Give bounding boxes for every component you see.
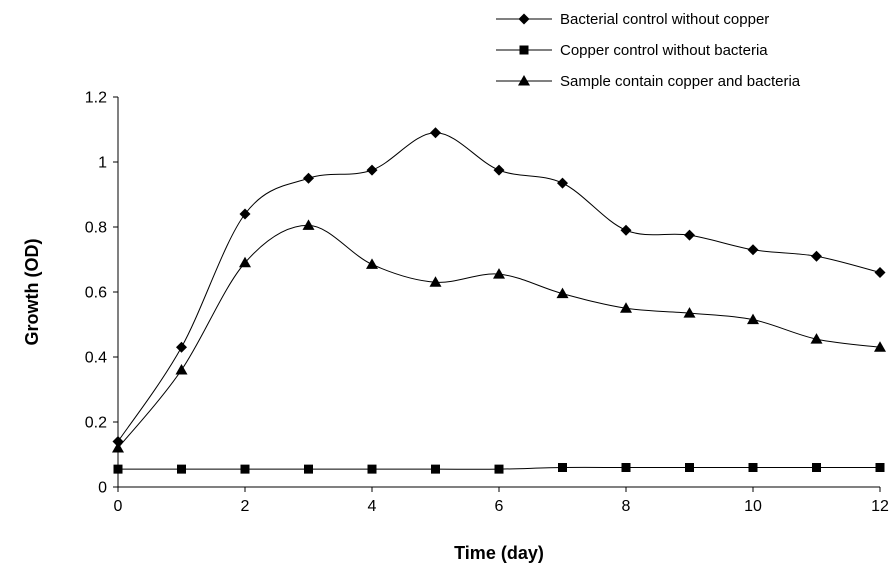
data-point-square <box>685 463 694 472</box>
data-point-square <box>812 463 821 472</box>
y-axis-ticks: 0 0.2 0.4 0.6 0.8 1 1.2 <box>85 90 118 497</box>
data-point-triangle <box>429 276 442 287</box>
y-axis-title: Growth (OD) <box>22 239 42 346</box>
legend-label: Copper control without bacteria <box>560 42 768 59</box>
data-point-diamond <box>303 172 314 184</box>
data-point-triangle <box>683 307 696 318</box>
legend-label: Sample contain copper and bacteria <box>560 73 801 90</box>
y-tick-label: 0 <box>98 480 107 497</box>
x-tick-label: 12 <box>871 498 889 515</box>
series-triangle <box>112 219 886 453</box>
legend-label: Bacterial control without copper <box>560 11 769 28</box>
data-point-triangle <box>493 268 505 279</box>
data-point-square <box>558 463 567 472</box>
x-tick-label: 0 <box>114 498 123 515</box>
x-axis-ticks: 0 2 4 6 8 10 12 <box>114 487 889 515</box>
data-point-triangle <box>302 219 315 230</box>
data-point-diamond <box>684 229 695 241</box>
data-point-square <box>431 464 440 474</box>
x-tick-label: 10 <box>744 498 762 515</box>
series-line <box>117 132 881 442</box>
y-tick-label: 1 <box>98 155 107 172</box>
series-layer <box>112 127 886 474</box>
data-point-diamond <box>620 224 632 236</box>
data-point-square <box>240 464 250 474</box>
data-point-square <box>304 464 313 474</box>
y-tick-label: 0.2 <box>85 415 107 432</box>
data-point-square <box>748 463 758 472</box>
legend-item: Bacterial control without copper <box>496 11 769 28</box>
legend-marker-square <box>519 45 529 55</box>
data-point-diamond <box>557 177 568 189</box>
legend: Bacterial control without copper Copper c… <box>496 11 801 90</box>
legend-marker-triangle <box>518 75 530 86</box>
x-tick-label: 6 <box>495 498 504 515</box>
y-tick-label: 0.8 <box>85 220 107 237</box>
data-point-diamond <box>874 267 886 278</box>
legend-marker-diamond <box>518 13 530 25</box>
data-point-square <box>494 464 504 474</box>
series-diamond <box>112 127 886 447</box>
data-point-square <box>367 464 377 474</box>
data-point-triangle <box>747 313 759 325</box>
legend-item: Sample contain copper and bacteria <box>496 73 801 90</box>
data-point-triangle <box>366 258 378 269</box>
data-point-triangle <box>874 341 886 352</box>
data-point-diamond <box>811 250 822 262</box>
data-point-triangle <box>175 364 188 375</box>
series-square <box>113 463 885 474</box>
data-point-triangle <box>556 287 569 299</box>
data-point-square <box>113 464 123 474</box>
y-tick-label: 0.4 <box>85 350 107 367</box>
data-point-square <box>875 463 885 472</box>
y-tick-label: 1.2 <box>85 90 107 107</box>
series-line <box>117 224 881 449</box>
x-axis-title: Time (day) <box>454 543 544 563</box>
data-point-diamond <box>430 127 441 139</box>
data-point-triangle <box>620 302 632 313</box>
y-tick-label: 0.6 <box>85 285 107 302</box>
x-tick-label: 4 <box>368 498 377 515</box>
data-point-square <box>177 464 186 474</box>
data-point-square <box>621 463 631 472</box>
axes <box>117 97 880 488</box>
data-point-diamond <box>366 164 378 176</box>
data-point-diamond <box>747 244 759 256</box>
x-tick-label: 8 <box>622 498 631 515</box>
data-point-diamond <box>176 341 187 353</box>
data-point-triangle <box>112 442 124 453</box>
x-tick-label: 2 <box>241 498 250 515</box>
data-point-triangle <box>810 333 823 344</box>
data-point-triangle <box>239 256 251 268</box>
legend-item: Copper control without bacteria <box>496 42 768 59</box>
data-point-diamond <box>239 208 251 220</box>
data-point-diamond <box>493 164 505 176</box>
